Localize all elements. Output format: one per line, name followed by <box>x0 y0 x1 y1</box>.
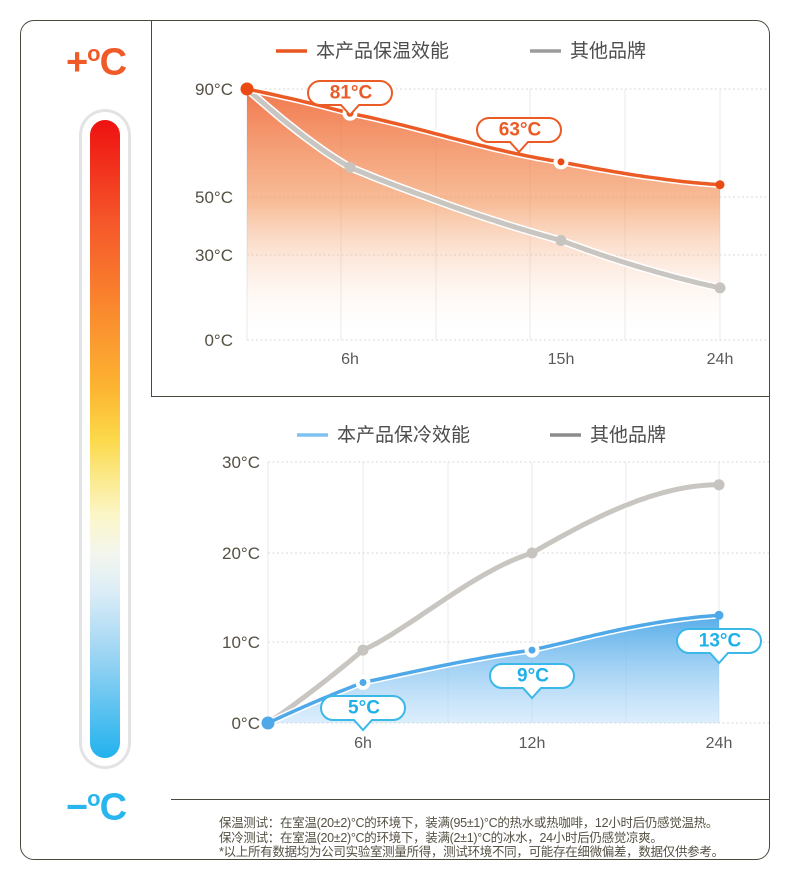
svg-text:其他品牌: 其他品牌 <box>590 424 666 446</box>
svg-text:12h: 12h <box>519 735 546 752</box>
svg-text:9°C: 9°C <box>517 666 549 687</box>
svg-text:15h: 15h <box>548 351 575 368</box>
svg-text:6h: 6h <box>341 351 359 368</box>
svg-text:本产品保温效能: 本产品保温效能 <box>316 40 449 62</box>
svg-text:本产品保冷效能: 本产品保冷效能 <box>337 424 470 446</box>
svg-text:10°C: 10°C <box>222 633 260 652</box>
svg-text:63°C: 63°C <box>499 120 542 141</box>
svg-text:13°C: 13°C <box>699 631 742 652</box>
svg-text:50°C: 50°C <box>195 188 233 207</box>
svg-text:24h: 24h <box>706 735 733 752</box>
svg-text:24h: 24h <box>707 351 734 368</box>
svg-text:30°C: 30°C <box>222 453 260 472</box>
svg-text:20°C: 20°C <box>222 544 260 563</box>
svg-text:90°C: 90°C <box>195 80 233 99</box>
svg-text:其他品牌: 其他品牌 <box>570 40 646 62</box>
svg-text:30°C: 30°C <box>195 246 233 265</box>
svg-text:5°C: 5°C <box>348 698 380 719</box>
svg-text:6h: 6h <box>354 735 372 752</box>
svg-text:81°C: 81°C <box>330 83 373 104</box>
svg-text:0°C: 0°C <box>231 714 260 733</box>
svg-text:0°C: 0°C <box>204 331 233 350</box>
